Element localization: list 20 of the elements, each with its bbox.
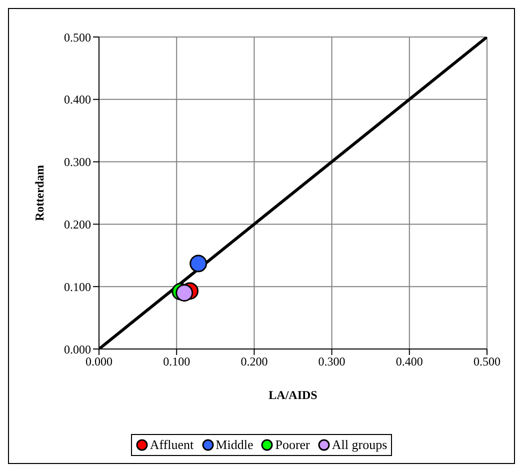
x-tick-label: 0.200: [240, 354, 268, 369]
legend-label: Poorer: [274, 437, 310, 453]
x-tick-label: 0.300: [318, 354, 346, 369]
x-tick-label: 0.000: [86, 354, 112, 369]
legend-label: All groups: [330, 437, 388, 453]
x-axis-title: LA/AIDS: [268, 388, 318, 402]
x-tick-label: 0.400: [396, 354, 423, 369]
legend-label: Middle: [214, 437, 254, 453]
y-tick-label: 0.300: [64, 155, 91, 170]
x-tick-label: 0.500: [474, 354, 500, 369]
y-tick-label: 0.000: [64, 342, 91, 356]
y-axis-title: Rotterdam: [32, 165, 46, 221]
legend-label: Affluent: [148, 437, 194, 453]
y-tick-label: 0.200: [64, 217, 91, 232]
y-tick-label: 0.100: [64, 280, 91, 294]
y-tick-label: 0.500: [64, 30, 91, 44]
point: [176, 284, 194, 302]
y-tick-label: 0.400: [64, 92, 91, 107]
x-tick-label: 0.100: [163, 354, 190, 369]
point: [190, 254, 208, 272]
